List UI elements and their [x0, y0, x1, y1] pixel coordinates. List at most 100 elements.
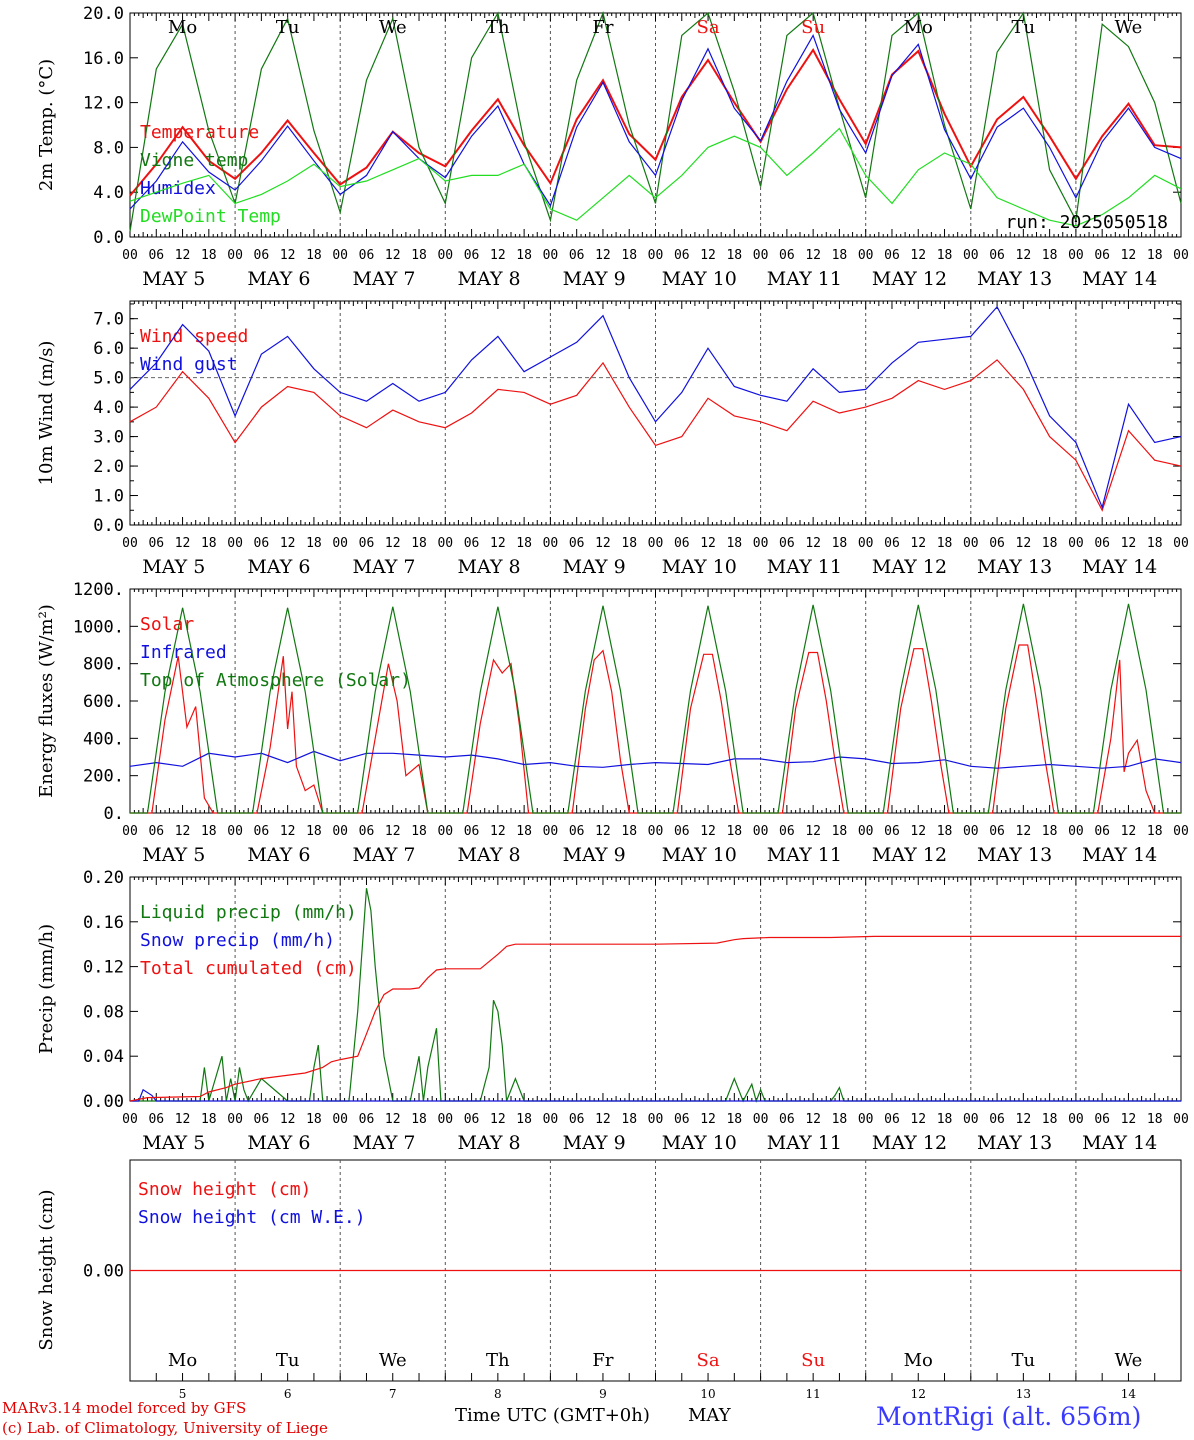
- day-name: Tu: [1012, 1350, 1036, 1371]
- hour-label: 00: [753, 536, 769, 551]
- hour-label: 00: [543, 824, 559, 839]
- date-label: MAY 14: [1082, 844, 1157, 866]
- lab-credit: (c) Lab. of Climatology, University of L…: [2, 1419, 328, 1437]
- legend-entry: Temperature: [140, 122, 259, 143]
- day-name: Tu: [276, 1350, 300, 1371]
- hour-label: 06: [254, 824, 270, 839]
- hour-label: 00: [1068, 824, 1084, 839]
- hour-label: 00: [437, 536, 453, 551]
- day-name: Mo: [904, 1350, 933, 1371]
- hour-label: 18: [832, 248, 848, 263]
- hour-label: 00: [437, 248, 453, 263]
- model-credit: MARv3.14 model forced by GFS: [2, 1399, 247, 1417]
- hour-label: 12: [805, 1112, 821, 1127]
- hour-label: 06: [989, 248, 1005, 263]
- day-name: Mo: [904, 17, 933, 38]
- y-tick-label: 200.: [83, 767, 124, 787]
- hour-label: 00: [332, 1112, 348, 1127]
- hour-label: 06: [779, 248, 795, 263]
- date-label: MAY 8: [458, 268, 521, 290]
- date-label: MAY 12: [872, 1132, 947, 1154]
- hour-label: 18: [832, 536, 848, 551]
- day-number: 5: [179, 1387, 187, 1401]
- hour-label: 12: [280, 1112, 296, 1127]
- date-label: MAY 8: [458, 844, 521, 866]
- hour-label: 06: [464, 536, 480, 551]
- hour-label: 18: [1042, 1112, 1058, 1127]
- date-label: MAY 11: [767, 1132, 842, 1154]
- legend-entry: Wind gust: [140, 354, 238, 375]
- hour-label: 00: [227, 1112, 243, 1127]
- date-label: MAY 10: [662, 844, 737, 866]
- hour-label: 00: [858, 1112, 874, 1127]
- hour-label: 06: [464, 248, 480, 263]
- flux-frame: [129, 588, 1182, 814]
- hour-label: 12: [175, 248, 191, 263]
- hour-label: 18: [937, 1112, 953, 1127]
- hour-label: 12: [700, 824, 716, 839]
- date-label: MAY 12: [872, 556, 947, 578]
- day-name: Su: [801, 1350, 825, 1371]
- y-tick-label: 4.0: [93, 398, 124, 418]
- hour-label: 00: [648, 824, 664, 839]
- hour-label: 12: [175, 1112, 191, 1127]
- hour-label: 18: [726, 248, 742, 263]
- hour-label: 00: [1173, 248, 1189, 263]
- hour-label: 06: [674, 536, 690, 551]
- hour-label: 06: [254, 536, 270, 551]
- hour-label: 06: [779, 824, 795, 839]
- hour-label: 12: [595, 248, 611, 263]
- day-name: Su: [801, 17, 825, 38]
- legend-entry: Top of Atmosphere (Solar): [140, 670, 411, 691]
- hour-label: 18: [516, 824, 532, 839]
- y-tick-label: 0.16: [83, 913, 124, 933]
- date-label: MAY 11: [767, 556, 842, 578]
- day-name: Sa: [697, 17, 720, 38]
- hour-label: 18: [726, 824, 742, 839]
- hour-label: 06: [359, 1112, 375, 1127]
- day-name: Mo: [168, 17, 197, 38]
- hour-label: 00: [1173, 1112, 1189, 1127]
- hour-label: 18: [937, 824, 953, 839]
- legend-entry: Humidex: [140, 178, 216, 199]
- hour-label: 18: [411, 536, 427, 551]
- hour-label: 06: [1094, 248, 1110, 263]
- legend-entry: Total cumulated (cm): [140, 958, 357, 979]
- hour-label: 00: [122, 536, 138, 551]
- hour-label: 06: [1094, 536, 1110, 551]
- series-line-solar: [130, 644, 1181, 814]
- month-label: MAY: [688, 1405, 731, 1426]
- series-line-infrared: [129, 750, 1182, 769]
- y-tick-label: 12.0: [83, 94, 124, 114]
- hour-label: 12: [385, 248, 401, 263]
- hour-label: 18: [621, 824, 637, 839]
- date-label: MAY 14: [1082, 1132, 1157, 1154]
- y-tick-label: 800.: [83, 655, 124, 675]
- day-number: 6: [284, 1387, 292, 1401]
- hour-label: 18: [306, 824, 322, 839]
- hour-label: 06: [674, 248, 690, 263]
- hour-label: 18: [516, 1112, 532, 1127]
- hour-label: 06: [569, 536, 585, 551]
- hour-label: 12: [385, 536, 401, 551]
- day-number: 13: [1016, 1387, 1031, 1401]
- hour-label: 12: [1016, 248, 1032, 263]
- hour-label: 12: [490, 536, 506, 551]
- y-tick-label: 6.0: [93, 339, 124, 359]
- hour-label: 12: [1121, 1112, 1137, 1127]
- hour-label: 06: [569, 824, 585, 839]
- hour-label: 00: [1173, 536, 1189, 551]
- date-label: MAY 13: [977, 1132, 1052, 1154]
- hour-label: 12: [805, 536, 821, 551]
- day-name: Tu: [276, 17, 300, 38]
- hour-label: 12: [700, 248, 716, 263]
- hour-label: 06: [884, 248, 900, 263]
- hour-label: 00: [122, 824, 138, 839]
- hour-label: 12: [280, 824, 296, 839]
- date-label: MAY 11: [767, 268, 842, 290]
- hour-label: 06: [569, 1112, 585, 1127]
- hour-label: 00: [122, 1112, 138, 1127]
- y-tick-label: 0.0: [93, 228, 124, 248]
- hour-label: 18: [726, 1112, 742, 1127]
- hour-label: 00: [753, 248, 769, 263]
